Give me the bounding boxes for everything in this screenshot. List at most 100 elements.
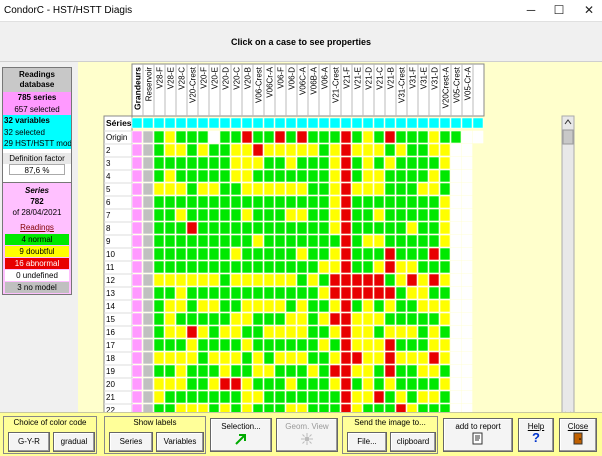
variables-labels-button[interactable]: Variables	[156, 432, 204, 452]
matrix-cell[interactable]	[373, 351, 385, 365]
matrix-cell[interactable]	[318, 351, 330, 365]
matrix-cell[interactable]	[373, 182, 385, 196]
matrix-cell[interactable]	[351, 364, 363, 378]
matrix-cell[interactable]	[450, 273, 462, 287]
matrix-cell[interactable]	[230, 234, 242, 248]
matrix-cell[interactable]	[186, 403, 198, 417]
matrix-cell[interactable]	[197, 390, 209, 404]
matrix-cell[interactable]	[362, 273, 374, 287]
matrix-cell[interactable]	[351, 143, 363, 157]
matrix-cell[interactable]	[208, 299, 220, 313]
matrix-cell[interactable]	[263, 338, 275, 352]
matrix-cell[interactable]	[296, 325, 308, 339]
matrix-cell[interactable]	[164, 351, 176, 365]
matrix-cell[interactable]	[439, 403, 451, 417]
matrix-cell[interactable]	[241, 195, 253, 209]
matrix-cell[interactable]	[461, 312, 473, 326]
matrix-cell[interactable]	[175, 390, 187, 404]
matrix-cell[interactable]	[340, 390, 352, 404]
matrix-cell[interactable]	[395, 325, 407, 339]
matrix-cell[interactable]	[263, 221, 275, 235]
matrix-cell[interactable]	[296, 247, 308, 261]
matrix-cell[interactable]	[197, 169, 209, 183]
matrix-cell[interactable]	[461, 299, 473, 313]
matrix-cell[interactable]	[230, 169, 242, 183]
matrix-cell[interactable]	[395, 156, 407, 170]
matrix-cell[interactable]	[208, 325, 220, 339]
matrix-cell[interactable]	[329, 221, 341, 235]
matrix-cell[interactable]	[208, 338, 220, 352]
matrix-cell[interactable]	[351, 390, 363, 404]
matrix-cell[interactable]	[274, 273, 286, 287]
matrix-cell[interactable]	[450, 182, 462, 196]
matrix-cell[interactable]	[406, 260, 418, 274]
matrix-cell[interactable]	[164, 195, 176, 209]
matrix-cell[interactable]	[285, 247, 297, 261]
matrix-cell[interactable]	[340, 260, 352, 274]
matrix-cell[interactable]	[142, 247, 154, 261]
matrix-cell[interactable]	[439, 390, 451, 404]
matrix-cell[interactable]	[329, 286, 341, 300]
matrix-cell[interactable]	[142, 156, 154, 170]
matrix-cell[interactable]	[208, 156, 220, 170]
matrix-cell[interactable]	[219, 299, 231, 313]
matrix-cell[interactable]	[373, 143, 385, 157]
matrix-cell[interactable]	[197, 299, 209, 313]
matrix-cell[interactable]	[318, 260, 330, 274]
matrix-cell[interactable]	[131, 260, 143, 274]
matrix-cell[interactable]	[296, 273, 308, 287]
matrix-cell[interactable]	[417, 312, 429, 326]
matrix-cell[interactable]	[439, 286, 451, 300]
matrix-cell[interactable]	[131, 195, 143, 209]
matrix-cell[interactable]	[186, 260, 198, 274]
matrix-cell[interactable]	[373, 273, 385, 287]
matrix-cell[interactable]	[318, 195, 330, 209]
matrix-cell[interactable]	[296, 403, 308, 417]
matrix-cell[interactable]	[340, 377, 352, 391]
matrix-cell[interactable]	[461, 195, 473, 209]
matrix-cell[interactable]	[263, 351, 275, 365]
matrix-cell[interactable]	[417, 247, 429, 261]
matrix-cell[interactable]	[131, 377, 143, 391]
matrix-cell[interactable]	[428, 338, 440, 352]
matrix-cell[interactable]	[373, 286, 385, 300]
matrix-cell[interactable]	[208, 312, 220, 326]
matrix-cell[interactable]	[285, 208, 297, 222]
matrix-cell[interactable]	[263, 299, 275, 313]
matrix-cell[interactable]	[461, 325, 473, 339]
matrix-cell[interactable]	[461, 338, 473, 352]
matrix-cell[interactable]	[263, 208, 275, 222]
matrix-cell[interactable]	[241, 221, 253, 235]
matrix-cell[interactable]	[340, 169, 352, 183]
matrix-cell[interactable]	[164, 325, 176, 339]
matrix-cell[interactable]	[263, 403, 275, 417]
matrix-cell[interactable]	[362, 156, 374, 170]
matrix-cell[interactable]	[208, 260, 220, 274]
matrix-cell[interactable]	[175, 260, 187, 274]
matrix-cell[interactable]	[285, 156, 297, 170]
matrix-cell[interactable]	[252, 403, 264, 417]
matrix-cell[interactable]	[384, 390, 396, 404]
matrix-cell[interactable]	[142, 221, 154, 235]
matrix-cell[interactable]	[230, 390, 242, 404]
matrix-cell[interactable]	[153, 182, 165, 196]
matrix-cell[interactable]	[285, 130, 297, 144]
matrix-cell[interactable]	[164, 169, 176, 183]
matrix-cell[interactable]	[219, 312, 231, 326]
matrix-cell[interactable]	[329, 351, 341, 365]
matrix-cell[interactable]	[241, 299, 253, 313]
matrix-cell[interactable]	[274, 286, 286, 300]
matrix-cell[interactable]	[164, 403, 176, 417]
matrix-cell[interactable]	[395, 390, 407, 404]
matrix-cell[interactable]	[285, 195, 297, 209]
matrix-cell[interactable]	[219, 273, 231, 287]
matrix-cell[interactable]	[340, 182, 352, 196]
matrix-cell[interactable]	[329, 169, 341, 183]
matrix-cell[interactable]	[274, 299, 286, 313]
matrix-cell[interactable]	[307, 299, 319, 313]
matrix-cell[interactable]	[439, 182, 451, 196]
matrix-cell[interactable]	[329, 143, 341, 157]
matrix-cell[interactable]	[230, 182, 242, 196]
close-window-button[interactable]: ✕	[583, 3, 595, 17]
matrix-cell[interactable]	[406, 273, 418, 287]
